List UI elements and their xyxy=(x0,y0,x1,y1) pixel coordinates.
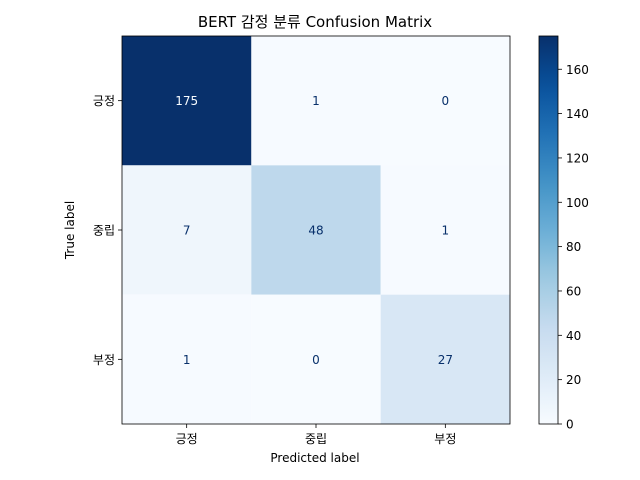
colorbar-tick-label: 160 xyxy=(566,63,589,77)
x-tick-label: 중립 xyxy=(305,432,327,446)
y-axis-label: True label xyxy=(63,201,77,260)
cell-value-label: 1 xyxy=(442,224,450,238)
x-axis: 긍정 중립 부정 xyxy=(176,424,456,446)
colorbar-tick-label: 60 xyxy=(566,284,581,298)
colorbar-tick-label: 140 xyxy=(566,107,589,121)
x-tick-label: 부정 xyxy=(434,432,456,446)
heatmap-cell xyxy=(122,294,252,424)
cell-value-label: 0 xyxy=(312,353,320,367)
colorbar-gradient xyxy=(538,35,559,425)
heatmap-cell xyxy=(251,36,381,166)
heatmap-cell xyxy=(380,36,510,166)
y-tick-label: 중립 xyxy=(93,224,115,238)
x-tick-label: 긍정 xyxy=(176,432,198,446)
x-axis-label: Predicted label xyxy=(270,451,359,465)
cell-value-label: 175 xyxy=(175,94,198,108)
colorbar: 0 20 40 60 80 100 120 140 160 xyxy=(538,35,589,432)
y-tick-label: 긍정 xyxy=(93,94,115,108)
heatmap-cell xyxy=(251,165,381,295)
cell-value-label: 48 xyxy=(308,224,323,238)
heatmap-cell xyxy=(122,36,252,166)
colorbar-tick-label: 100 xyxy=(566,196,589,210)
heatmap-cell xyxy=(380,294,510,424)
heatmap-cells: 175 1 0 7 48 1 1 0 27 xyxy=(121,35,511,425)
colorbar-tick-label: 40 xyxy=(566,329,581,343)
colorbar-tick-label: 20 xyxy=(566,373,581,387)
heatmap-cell xyxy=(122,165,252,295)
cell-value-label: 27 xyxy=(438,353,453,367)
cell-value-label: 0 xyxy=(442,94,450,108)
cell-value-label: 7 xyxy=(183,224,191,238)
colorbar-tick-label: 80 xyxy=(566,240,581,254)
cell-value-label: 1 xyxy=(183,353,191,367)
heatmap-cell xyxy=(380,165,510,295)
chart-title: BERT 감정 분류 Confusion Matrix xyxy=(198,13,432,31)
heatmap-cell xyxy=(251,294,381,424)
colorbar-tick-label: 0 xyxy=(566,418,574,432)
colorbar-tick-label: 120 xyxy=(566,151,589,165)
cell-value-label: 1 xyxy=(312,94,320,108)
y-tick-label: 부정 xyxy=(93,353,115,367)
